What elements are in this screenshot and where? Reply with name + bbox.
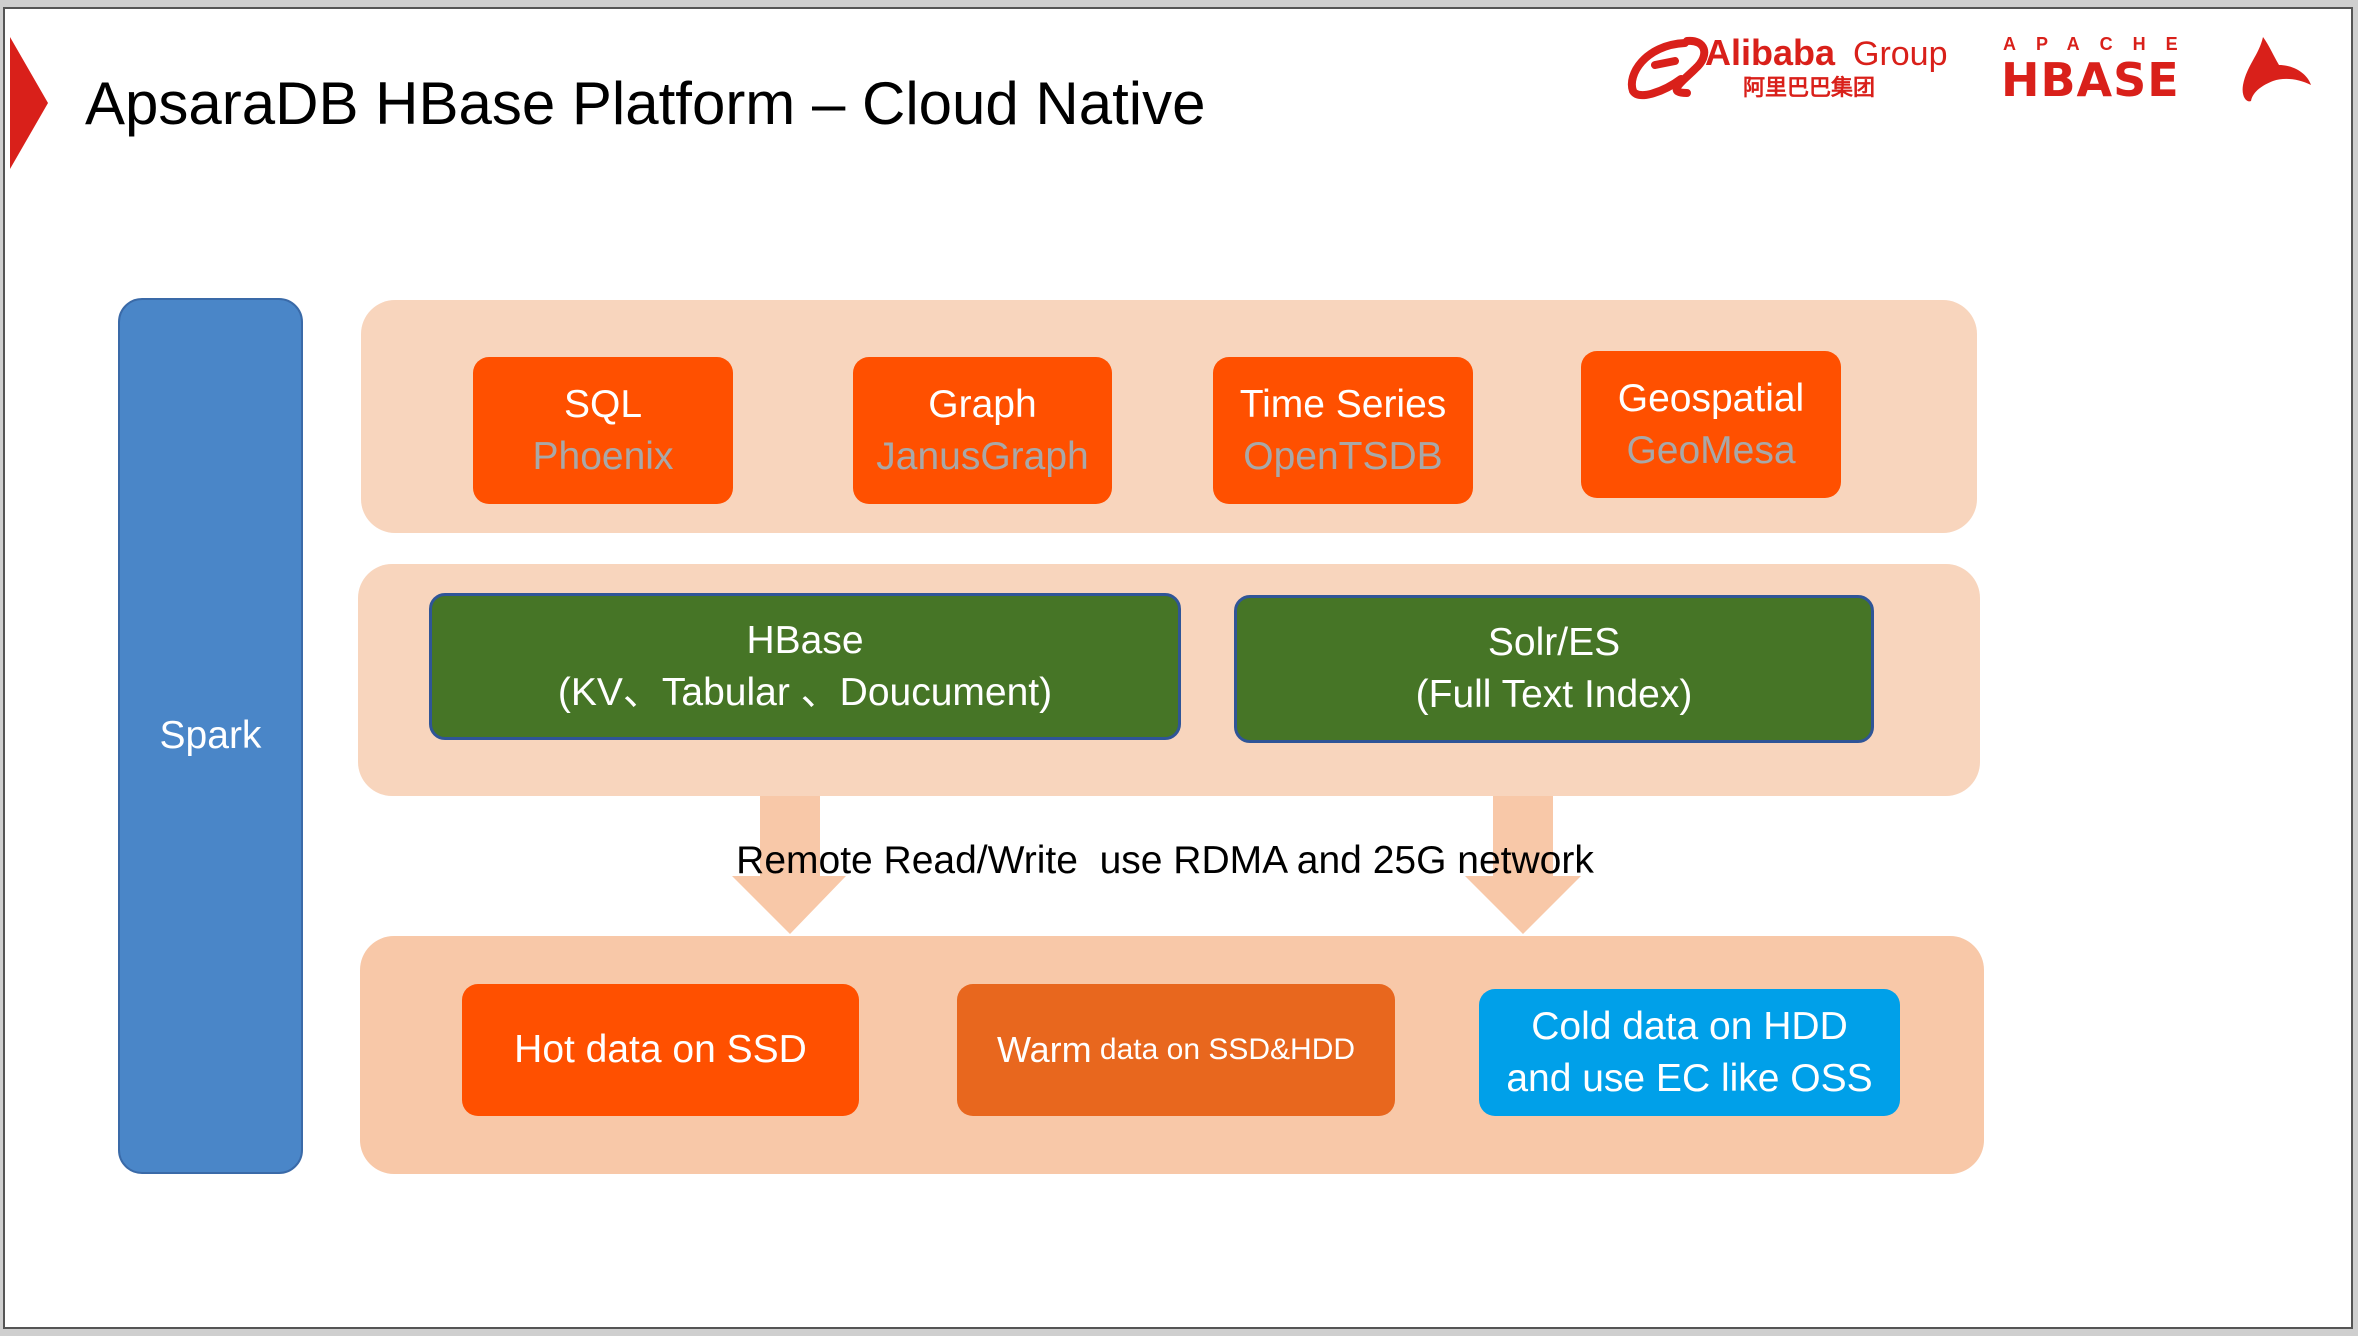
spark-box: Spark (118, 298, 303, 1174)
tier-cold-line2: and use EC like OSS (1506, 1056, 1873, 1100)
tier-cold: Cold data on HDD and use EC like OSS (1479, 989, 1900, 1116)
alibaba-group: Group (1853, 35, 1948, 73)
tier-warm-label: Warm (996, 1029, 1092, 1070)
page-title: ApsaraDB HBase Platform – Cloud Native (85, 70, 1206, 137)
hbase-apache: APACHE (2003, 34, 2198, 54)
engine-title: Time Series (1239, 382, 1447, 426)
tier-hot: Hot data on SSD (462, 984, 859, 1116)
alibaba-e-icon (1627, 36, 1709, 100)
hbase-logo: APACHE HBASE (2001, 35, 2221, 107)
engine-sub: OpenTSDB (1243, 434, 1443, 478)
store-hbase: HBase (KV、Tabular 、Doucument) (429, 593, 1181, 740)
engine-title: SQL (563, 382, 643, 426)
slide: ApsaraDB HBase Platform – Cloud Native A… (3, 7, 2353, 1329)
alibaba-chinese: 阿里巴巴集团 (1743, 75, 1876, 100)
engine-graph: Graph JanusGraph (853, 357, 1112, 504)
down-arrow-right (1465, 796, 1581, 934)
hbase-wordmark: HBASE (2001, 53, 2180, 107)
tier-warm-detail: data on SSD&HDD (1091, 1033, 1356, 1066)
store-solr-es: Solr/ES (Full Text Index) (1234, 595, 1874, 743)
engine-sub: JanusGraph (876, 434, 1089, 478)
tier-hot-label: Hot data on SSD (514, 1028, 807, 1071)
engine-sql: SQL Phoenix (473, 357, 733, 504)
spark-label: Spark (159, 714, 262, 757)
network-label: Remote Read/Write use RDMA and 25G netwo… (736, 839, 1594, 882)
title-marker (10, 37, 48, 169)
down-arrow-left (732, 796, 846, 934)
engine-geospatial: Geospatial GeoMesa (1581, 351, 1841, 498)
orca-icon (2242, 37, 2311, 102)
store-title: HBase (746, 618, 864, 662)
engine-sub: Phoenix (532, 434, 674, 478)
tier-warm: Warm data on SSD&HDD (957, 984, 1395, 1116)
engine-sub: GeoMesa (1626, 428, 1796, 472)
alibaba-logo: Alibaba Group 阿里巴巴集团 (1625, 31, 1985, 103)
store-sub: (KV、Tabular 、Doucument) (557, 670, 1053, 714)
engine-title: Geospatial (1617, 376, 1805, 420)
tier-cold-line1: Cold data on HDD (1531, 1004, 1848, 1048)
store-title: Solr/ES (1487, 621, 1621, 664)
engine-time-series: Time Series OpenTSDB (1213, 357, 1473, 504)
alibaba-name: Alibaba (1705, 32, 1836, 73)
store-sub: (Full Text Index) (1415, 673, 1693, 716)
engine-title: Graph (928, 382, 1037, 426)
